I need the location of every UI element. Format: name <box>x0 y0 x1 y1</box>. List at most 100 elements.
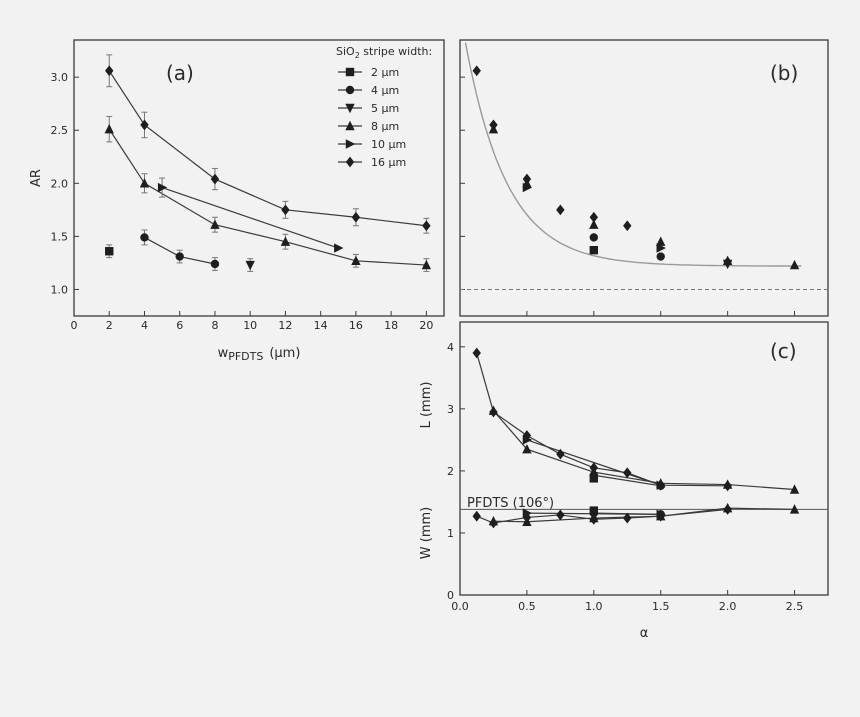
panel-c-ylabel-upper: L (mm) <box>419 382 434 429</box>
c-point <box>522 512 532 523</box>
c-point <box>472 510 481 522</box>
a-point <box>140 233 149 242</box>
c-ytick-label: 4 <box>447 341 454 354</box>
a-point <box>210 219 220 229</box>
a-point <box>210 259 220 269</box>
a-point <box>422 220 431 232</box>
c-point <box>589 462 599 474</box>
b-point <box>656 252 665 261</box>
panel-a-frame <box>73 39 445 317</box>
a-series-line <box>108 128 427 266</box>
legend-title: SiO2 stripe width: <box>336 45 432 60</box>
a-point <box>139 178 150 188</box>
b-point <box>789 259 800 270</box>
a-ytick-label: 1.0 <box>51 283 69 296</box>
panel-b-markers <box>472 65 800 270</box>
c-point <box>789 484 800 494</box>
a-point <box>281 204 290 216</box>
a-point <box>210 173 220 185</box>
b-point <box>589 219 599 229</box>
a-xtick-label: 6 <box>176 319 183 332</box>
panel-a-markers <box>104 65 432 271</box>
a-ytick-label: 3.0 <box>51 71 69 84</box>
c-xtick-label: 1.0 <box>585 600 603 613</box>
legend-entry: 2 µm <box>371 66 399 79</box>
a-xtick-label: 20 <box>419 319 433 332</box>
a-point <box>421 259 432 270</box>
c-point <box>656 510 665 519</box>
legend-title-sub: 2 <box>355 51 360 60</box>
c-ytick-label: 0 <box>447 589 454 602</box>
xlabel-unit: (µm) <box>269 346 300 361</box>
c-point <box>623 467 632 479</box>
b-point <box>522 182 533 193</box>
b-point <box>589 211 599 223</box>
a-xtick-label: 2 <box>106 319 113 332</box>
pfdts-reference-label: PFDTS (106°) <box>467 496 554 511</box>
panel-a-axes: 0 2 4 6 8 10 12 14 16 18 20 1.0 1.5 2.0 2.5 3.0 <box>51 71 434 332</box>
panel-b: (b) <box>459 39 829 317</box>
panel-c-label: (c) <box>770 339 797 363</box>
c-point <box>723 480 732 492</box>
xlabel-base: w <box>218 346 229 361</box>
a-point <box>140 119 149 131</box>
a-xtick-label: 16 <box>349 319 363 332</box>
panel-c-frame <box>459 321 829 596</box>
xlabel-sub: PFDTS <box>228 350 263 363</box>
a-point <box>351 211 361 223</box>
c-ytick-label: 2 <box>447 465 454 478</box>
a-point <box>280 236 291 246</box>
c-point <box>656 481 665 490</box>
c-point <box>723 503 732 515</box>
legend-entry: 5 µm <box>371 102 399 115</box>
legend-title-main: SiO <box>336 45 355 58</box>
c-point <box>589 513 599 525</box>
a-point <box>351 255 361 265</box>
c-point <box>489 517 498 529</box>
a-point <box>157 182 168 193</box>
fit-curve <box>464 42 802 267</box>
c-xtick-label: 2.0 <box>719 600 737 613</box>
c-point <box>489 406 498 418</box>
legend-marker <box>345 120 355 131</box>
panel-a-label: (a) <box>166 61 194 85</box>
a-point <box>175 252 184 261</box>
b-point <box>656 243 666 253</box>
c-ytick-label: 3 <box>447 403 454 416</box>
a-ytick-label: 2.0 <box>51 177 69 190</box>
a-xtick-label: 10 <box>243 319 257 332</box>
panel-c-xlabel: α <box>640 626 649 641</box>
a-xtick-label: 8 <box>211 319 218 332</box>
a-point <box>104 123 114 134</box>
a-xtick-label: 18 <box>384 319 398 332</box>
c-series-line <box>476 508 728 524</box>
legend-marker <box>345 67 355 77</box>
legend-marker <box>345 85 355 95</box>
c-point <box>556 509 565 521</box>
c-point <box>522 443 532 454</box>
c-series-line <box>593 474 661 487</box>
legend-entry: 8 µm <box>371 120 399 133</box>
panel-a: 0 2 4 6 8 10 12 14 16 18 201.01.52.02.53.0 (a) AR … <box>29 39 445 363</box>
c-point <box>589 474 599 483</box>
a-point <box>105 65 114 77</box>
c-ytick-label: 1 <box>447 527 454 540</box>
panel-c-markers <box>472 347 800 529</box>
c-point <box>789 504 800 514</box>
a-ytick-label: 1.5 <box>51 230 69 243</box>
c-point <box>589 506 599 515</box>
legend-marker <box>345 103 355 114</box>
legend-title-rest: stripe width: <box>360 45 432 58</box>
panel-a-xlabel: wPFDTS (µm) <box>218 346 301 363</box>
b-point <box>589 233 599 242</box>
c-xtick-label: 0.5 <box>518 600 536 613</box>
legend-entry: 10 µm <box>371 138 406 151</box>
a-xtick-label: 12 <box>278 319 292 332</box>
c-point <box>556 448 565 460</box>
panel-c: 0.0 0.5 1.0 1.5 2.0 2.5 0 1 2 3 4 PFDTS (106°) (c)… <box>419 321 829 641</box>
b-point <box>723 256 732 268</box>
a-series-line <box>108 70 427 227</box>
a-ytick-label: 2.5 <box>51 124 69 137</box>
panel-c-axes: 0.0 0.5 1.0 1.5 2.0 2.5 0 1 2 3 4 <box>447 341 803 613</box>
